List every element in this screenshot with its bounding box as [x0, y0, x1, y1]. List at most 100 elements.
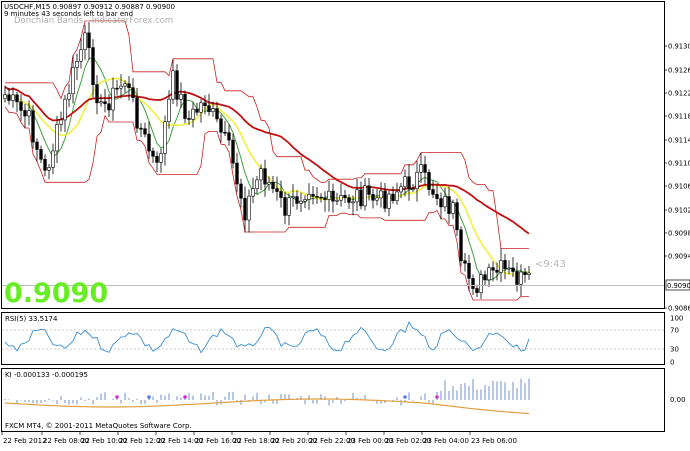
rsi-pane[interactable]: [2, 313, 665, 365]
candle-body: [312, 194, 315, 196]
ki-bar: [65, 400, 66, 403]
candle-body: [140, 128, 143, 129]
candle-body: [276, 189, 279, 192]
bar-timer: <9:43: [535, 259, 566, 270]
candle-body: [480, 275, 483, 293]
ki-bar: [365, 395, 366, 400]
candle-body: [408, 177, 411, 189]
ki-bar: [409, 392, 410, 400]
candle-body: [500, 260, 503, 272]
candle-body: [416, 172, 419, 188]
candle-body: [16, 95, 19, 102]
ki-bar: [81, 397, 82, 400]
rsi-label: RSI(5) 33.5174: [5, 315, 58, 323]
ki-bar: [21, 400, 22, 401]
candle-body: [396, 192, 399, 201]
candle-body: [172, 71, 175, 99]
ki-bar: [429, 400, 430, 403]
ki-signal-dot: [183, 395, 187, 399]
candle-body: [352, 202, 355, 203]
ki-bar: [441, 391, 442, 400]
candle-body: [360, 190, 363, 206]
candle-body: [184, 94, 187, 118]
price-tick-label: 0.91265: [668, 67, 690, 75]
candle-body: [180, 94, 183, 99]
price-tick-label: 0.91305: [668, 43, 690, 51]
ki-bar: [213, 392, 214, 400]
candle-body: [144, 129, 147, 134]
candle-body: [280, 191, 283, 197]
candle-body: [424, 165, 427, 173]
candle-body: [516, 272, 519, 285]
candle-body: [220, 119, 223, 132]
candle-body: [256, 180, 259, 189]
ki-bar: [253, 396, 254, 400]
ki-bar: [469, 386, 470, 400]
rsi-tick-label: 70: [670, 327, 679, 335]
price-tick-label: 0.90865: [668, 305, 690, 313]
ki-bar: [153, 396, 154, 400]
candle-body: [76, 61, 79, 67]
ki-bar: [305, 400, 306, 404]
ki-bar: [145, 400, 146, 404]
price-axis: 0.913050.912650.912250.911850.911450.911…: [664, 43, 690, 313]
big-price: 0.9090: [4, 278, 108, 309]
candle-body: [92, 48, 95, 85]
ki-bar: [273, 400, 274, 404]
candle-body: [292, 197, 295, 198]
ki-bar: [413, 400, 414, 401]
candle-body: [160, 154, 163, 163]
ki-signal-dot: [403, 395, 407, 399]
candle-body: [64, 99, 67, 120]
candle-body: [200, 103, 203, 112]
candle-body: [204, 103, 207, 106]
ki-bar: [525, 383, 526, 400]
ki-bar: [397, 397, 398, 400]
ki-bar: [97, 397, 98, 400]
candle-body: [68, 94, 71, 99]
ki-zero-tick: 0.00: [670, 396, 686, 404]
candle-body: [496, 270, 499, 272]
candle-body: [128, 84, 131, 88]
candle-body: [120, 86, 123, 88]
candle-body: [136, 98, 139, 128]
candle-body: [40, 149, 43, 159]
ki-bar: [73, 400, 74, 403]
candle-body: [168, 99, 171, 122]
ki-bar: [157, 400, 158, 403]
ki-bar: [313, 400, 314, 403]
candle-body: [404, 177, 407, 187]
candle-body: [436, 194, 439, 198]
price-tick-label: 0.91105: [668, 160, 690, 168]
candle-body: [176, 71, 179, 100]
ki-bar: [9, 399, 10, 400]
ki-bar: [445, 380, 446, 400]
time-tick-label: 23 Feb 06:00: [471, 437, 517, 445]
price-tick-label: 0.91025: [668, 207, 690, 215]
candle-body: [152, 151, 155, 156]
candle-body: [348, 198, 351, 203]
ki-bar: [77, 400, 78, 404]
candle-body: [212, 109, 215, 112]
candle-body: [264, 169, 267, 184]
ki-label: KI -0.000133 -0.000195: [5, 371, 88, 379]
candle-body: [512, 268, 515, 271]
candle-body: [260, 169, 263, 180]
indicator-name: Donchian Bands - IndicatorForex.com: [14, 16, 173, 26]
price-tick-label: 0.90945: [668, 253, 690, 261]
candle-body: [444, 197, 447, 207]
candle-body: [340, 195, 343, 200]
candle-body: [488, 268, 491, 280]
candle-body: [288, 198, 291, 216]
candle-body: [468, 263, 471, 278]
ki-bar: [277, 400, 278, 404]
price-tick-label: 0.90985: [668, 230, 690, 238]
candle-body: [192, 109, 195, 119]
ki-bar: [245, 395, 246, 400]
ki-bar: [5, 399, 6, 400]
candle-body: [148, 134, 151, 151]
candle-body: [364, 186, 367, 206]
candle-body: [528, 273, 531, 275]
